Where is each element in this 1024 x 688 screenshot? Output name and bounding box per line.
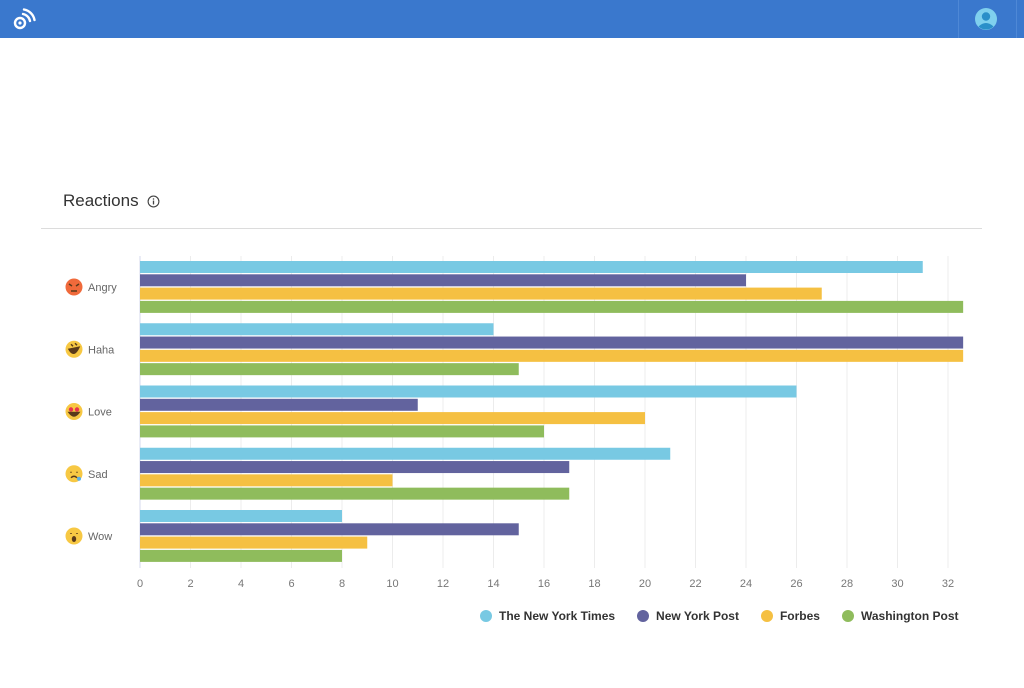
x-tick-label: 24: [740, 578, 752, 590]
rss-feed-icon[interactable]: [13, 7, 37, 31]
legend-item[interactable]: Forbes: [760, 609, 820, 623]
card-title: Reactions: [63, 191, 139, 210]
category-label: Wow: [88, 531, 112, 543]
x-tick-label: 26: [790, 578, 802, 590]
category-label: Haha: [88, 344, 115, 356]
bar-new-york-post: [140, 398, 418, 411]
bar-forbes: [140, 536, 368, 549]
chart-legend: The New York Times New York Post Forbes Was…: [480, 609, 959, 623]
bar-washington-post: [140, 363, 519, 376]
bar-new-york-post: [140, 274, 746, 287]
haha-emoji-icon: [65, 340, 83, 358]
user-avatar-icon[interactable]: [974, 7, 998, 31]
x-tick-label: 22: [689, 578, 701, 590]
x-tick-label: 16: [538, 578, 550, 590]
legend-item[interactable]: The New York Times: [480, 609, 615, 623]
bar-the-new-york-times: [140, 385, 797, 398]
legend-dot-icon: [760, 610, 773, 622]
x-tick-label: 28: [841, 578, 853, 590]
wow-emoji-icon: [65, 527, 83, 545]
legend-label: Forbes: [779, 609, 820, 623]
x-tick-label: 20: [639, 578, 651, 590]
category-label: Love: [88, 407, 112, 419]
bar-new-york-post: [140, 461, 570, 474]
topbar-divider: [958, 0, 959, 38]
x-tick-label: 6: [288, 578, 294, 590]
angry-emoji-icon: [65, 278, 83, 296]
bar-washington-post: [140, 425, 544, 438]
sad-emoji-icon: [65, 465, 83, 483]
x-tick-label: 0: [137, 578, 143, 590]
topbar-divider: [1016, 0, 1017, 38]
bar-washington-post: [140, 549, 342, 562]
bar-washington-post: [140, 487, 570, 500]
x-tick-label: 10: [386, 578, 398, 590]
bar-the-new-york-times: [140, 447, 671, 460]
legend-label: New York Post: [656, 609, 739, 623]
x-tick-label: 12: [437, 578, 449, 590]
legend-label: The New York Times: [499, 609, 616, 623]
x-tick-label: 18: [588, 578, 600, 590]
bar-new-york-post: [140, 336, 964, 349]
legend-item[interactable]: Washington Post: [841, 609, 959, 623]
top-bar: [0, 0, 1024, 38]
legend-dot-icon: [841, 610, 854, 622]
info-icon[interactable]: [147, 195, 160, 208]
legend-dot-icon: [637, 610, 650, 622]
bar-forbes: [140, 412, 645, 425]
bar-washington-post: [140, 300, 964, 313]
bar-the-new-york-times: [140, 510, 342, 522]
category-label: Angry: [88, 282, 117, 294]
legend-item[interactable]: New York Post: [637, 609, 739, 623]
bar-the-new-york-times: [140, 261, 923, 273]
x-tick-label: 4: [238, 578, 244, 590]
x-tick-label: 14: [487, 578, 499, 590]
bar-the-new-york-times: [140, 323, 494, 336]
bar-forbes: [140, 349, 964, 362]
x-tick-label: 8: [339, 578, 345, 590]
legend-dot-icon: [480, 610, 492, 622]
x-tick-label: 2: [187, 578, 193, 590]
love-emoji-icon: [65, 403, 83, 420]
x-tick-label: 32: [942, 578, 954, 590]
x-tick-label: 30: [891, 578, 903, 590]
bar-forbes: [140, 287, 822, 300]
card-divider: [41, 228, 982, 229]
reactions-bar-chart: 0 2 4 6 8 10 12 14 16 18 20 22 24 26 28 30 32AngryHahaLo…: [65, 256, 964, 590]
category-label: Sad: [88, 469, 108, 481]
bar-new-york-post: [140, 523, 519, 536]
bar-forbes: [140, 474, 393, 487]
legend-label: Washington Post: [860, 609, 959, 623]
